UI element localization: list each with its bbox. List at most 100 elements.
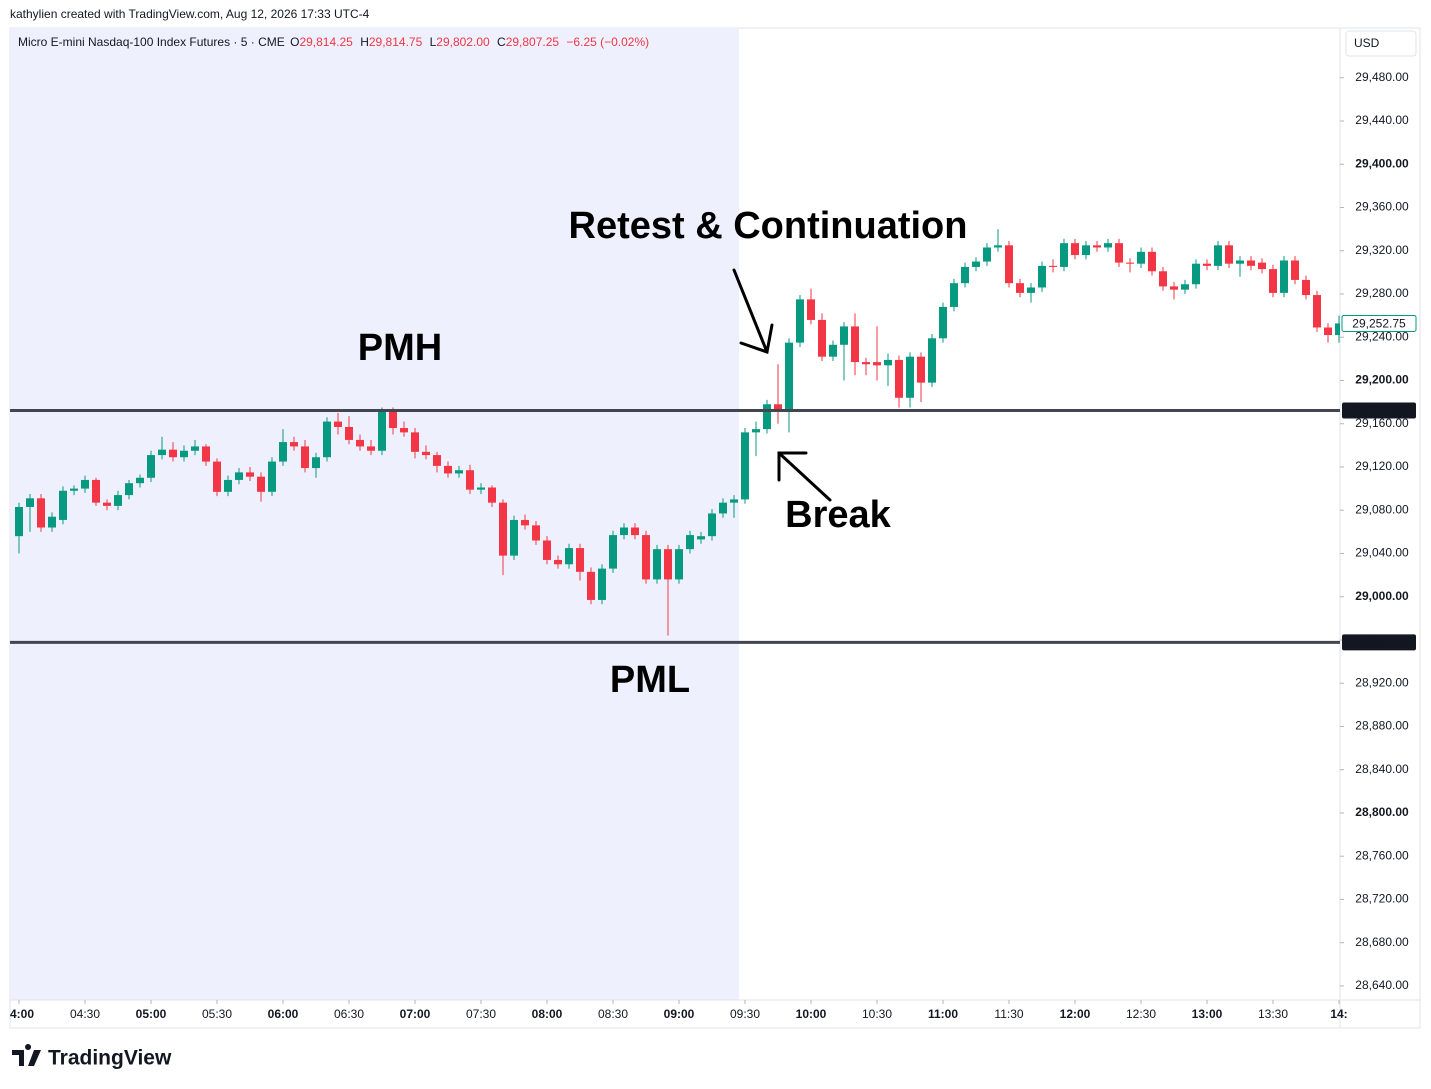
o-key: O — [290, 35, 299, 49]
candle-body — [345, 426, 353, 440]
candle-body — [136, 477, 144, 484]
candle-body — [37, 498, 45, 528]
candle-body — [290, 442, 298, 447]
annotation: PMH — [358, 327, 442, 369]
candle-body — [1247, 260, 1255, 266]
candle-body — [411, 432, 419, 452]
candle-body — [598, 568, 606, 600]
candle-body — [939, 306, 947, 339]
currency[interactable]: USD — [1354, 36, 1380, 50]
o-value: 29,814.25 — [299, 35, 353, 49]
candle-body — [1148, 251, 1156, 272]
y-tick-label: 29,040.00 — [1355, 546, 1409, 560]
candle-body — [191, 446, 199, 451]
candle-body — [268, 461, 276, 492]
x-tick-label: 14: — [1330, 1007, 1347, 1021]
candle-body — [807, 299, 815, 320]
candle-body — [1258, 262, 1266, 270]
candle-body — [620, 527, 628, 536]
candle-body — [455, 470, 463, 474]
candle-body — [763, 404, 771, 430]
y-tick-label: 28,680.00 — [1355, 935, 1409, 949]
candle-body — [1093, 245, 1101, 248]
candle-body — [1126, 262, 1134, 264]
candle-body — [389, 411, 397, 429]
axes: 28,640.00 28,680.00 28,720.00 28,760.00 28,8… — [10, 70, 1417, 1021]
candle-body — [521, 519, 529, 526]
x-tick-label: 10:00 — [796, 1007, 827, 1021]
y-tick-label: 29,440.00 — [1355, 113, 1409, 127]
candle-body — [895, 359, 903, 398]
candle-body — [1060, 243, 1068, 267]
y-tick-label: 28,760.00 — [1355, 848, 1409, 862]
y-tick-label: 28,880.00 — [1355, 719, 1409, 733]
currency-button[interactable] — [1345, 30, 1417, 57]
candle-body — [1038, 265, 1046, 288]
arrows — [732, 268, 832, 502]
candle-body — [1170, 286, 1178, 290]
candle-body — [576, 548, 584, 572]
candle-body — [1016, 283, 1024, 293]
candle-body — [730, 499, 738, 503]
candle-body — [1192, 263, 1200, 285]
candle-body — [422, 451, 430, 456]
candle-body — [653, 549, 661, 580]
c-key: C — [497, 35, 506, 49]
candle-body — [532, 525, 540, 541]
candle-body — [774, 404, 782, 412]
x-tick-label: 08:30 — [598, 1007, 628, 1021]
candle-body — [1159, 271, 1167, 287]
candle-body — [587, 571, 595, 600]
candle-body — [686, 535, 694, 550]
candle-body — [158, 449, 166, 456]
candle-body — [334, 421, 342, 427]
candle-body — [1236, 260, 1244, 264]
candle-body — [48, 516, 56, 528]
candle-body — [917, 356, 925, 383]
x-tick-label: 10:30 — [862, 1007, 892, 1021]
candle-body — [1181, 284, 1189, 290]
candle-body — [103, 502, 111, 506]
candle-body — [631, 527, 639, 536]
x-tick-label: 05:30 — [202, 1007, 232, 1021]
y-tick-label: 29,360.00 — [1355, 200, 1409, 214]
candle-body — [257, 476, 265, 492]
x-tick-label: 09:30 — [730, 1007, 760, 1021]
candle-body — [928, 338, 936, 383]
candle-body — [169, 449, 177, 458]
arrow — [732, 268, 774, 354]
l-key: L — [430, 35, 437, 49]
candle-body — [147, 455, 155, 478]
candle-body — [1291, 260, 1299, 280]
candle-body — [444, 465, 452, 474]
x-tick-label: 13:00 — [1192, 1007, 1223, 1021]
candle-body — [554, 559, 562, 565]
x-tick-label: 4:00 — [10, 1007, 34, 1021]
candle-body — [356, 439, 364, 447]
candle-body — [1280, 260, 1288, 293]
y-tick-label: 28,640.00 — [1355, 978, 1409, 992]
x-tick-label: 12:30 — [1126, 1007, 1156, 1021]
candle-body — [1104, 243, 1112, 248]
candle-body — [829, 344, 837, 357]
candle-body — [180, 450, 188, 458]
candle-body — [323, 421, 331, 458]
candle-body — [26, 498, 34, 507]
candle-body — [224, 479, 232, 492]
candle-body — [741, 432, 749, 500]
candle-body — [1302, 279, 1310, 296]
y-tick-label: 29,120.00 — [1355, 459, 1409, 473]
candle-body — [1214, 245, 1222, 266]
last-price-label: 29,252.75 — [1352, 317, 1406, 331]
candle-body — [81, 479, 89, 489]
x-tick-label: 04:30 — [70, 1007, 100, 1021]
candle-body — [59, 490, 67, 520]
candle-body — [279, 442, 287, 462]
candle-body — [565, 548, 573, 565]
candle-body — [1071, 243, 1079, 256]
candle-body — [70, 488, 78, 491]
x-tick-label: 11:30 — [994, 1007, 1023, 1021]
logo: TradingView — [12, 1044, 172, 1070]
candle-body — [312, 457, 320, 469]
